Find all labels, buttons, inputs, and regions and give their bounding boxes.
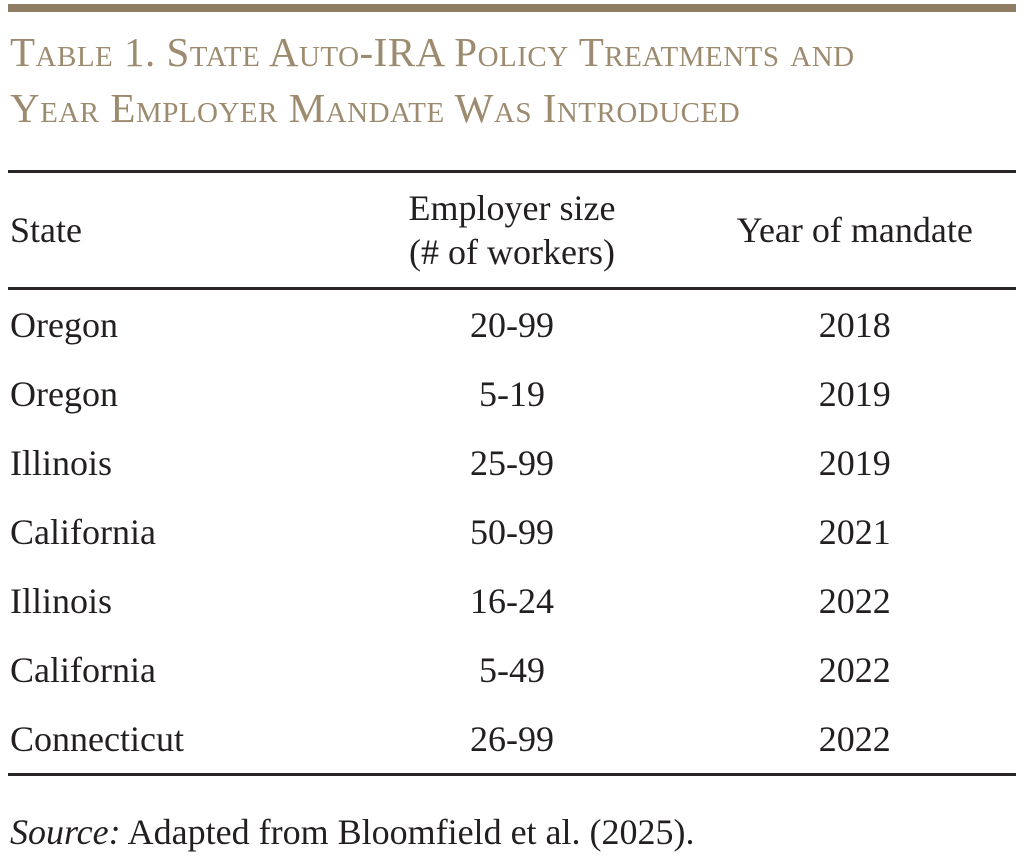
cell-state: Connecticut: [8, 704, 331, 776]
table-header-row: State Employer size (# of workers) Year …: [8, 170, 1016, 290]
cell-employer-size: 25-99: [469, 442, 554, 483]
table-row: California 5-49 2022: [8, 635, 1016, 704]
cell-year: 2022: [818, 580, 891, 621]
header-state-cell: State: [8, 170, 331, 290]
cell-employer-size: 16-24: [469, 580, 554, 621]
cell-employer-size: 50-99: [469, 511, 554, 552]
source-text: Adapted from Bloomfield et al. (2025).: [127, 812, 695, 852]
cell-state: Illinois: [10, 580, 113, 621]
cell-year: 2022: [693, 704, 1016, 776]
cell-year: 2021: [818, 511, 891, 552]
cell-employer-size: 5-19: [478, 373, 545, 414]
top-accent-rule: [8, 4, 1016, 12]
cell-state: California: [10, 649, 156, 690]
table-row: Oregon 5-19 2019: [8, 359, 1016, 428]
source-note: Source: Adapted from Bloomfield et al. (…: [10, 810, 1016, 854]
cell-state: Oregon: [10, 304, 118, 345]
table-title-line2: Year Employer Mandate Was Introduced: [10, 85, 741, 131]
table-row: Connecticut 26-99 2022: [8, 704, 1016, 776]
cell-state: California: [10, 511, 156, 552]
cell-employer-size: 20-99: [469, 304, 554, 345]
cell-year: 2018: [818, 304, 891, 345]
cell-state: Oregon: [10, 373, 118, 414]
table-row: California 50-99 2021: [8, 497, 1016, 566]
table-row: Illinois 25-99 2019: [8, 428, 1016, 497]
header-year-cell: Year of mandate: [693, 170, 1016, 290]
source-label: Source:: [10, 812, 121, 852]
cell-year: 2019: [818, 373, 891, 414]
header-employer-size-cell: Employer size (# of workers): [330, 170, 694, 290]
cell-employer-size: 26-99: [330, 704, 694, 776]
header-employer-size-line1: Employer size: [408, 188, 616, 228]
header-employer-size-line2: (# of workers): [409, 232, 615, 272]
cell-year: 2022: [818, 649, 891, 690]
cell-state: Illinois: [10, 442, 113, 483]
cell-employer-size: 5-49: [478, 649, 545, 690]
table-title-line1: Table 1. State Auto-IRA Policy Treatment…: [10, 29, 855, 75]
table-row: Illinois 16-24 2022: [8, 566, 1016, 635]
table-row: Oregon 20-99 2018: [8, 289, 1016, 360]
policy-table: State Employer size (# of workers) Year …: [8, 170, 1016, 776]
cell-year: 2019: [818, 442, 891, 483]
table-title: Table 1. State Auto-IRA Policy Treatment…: [10, 24, 1016, 136]
